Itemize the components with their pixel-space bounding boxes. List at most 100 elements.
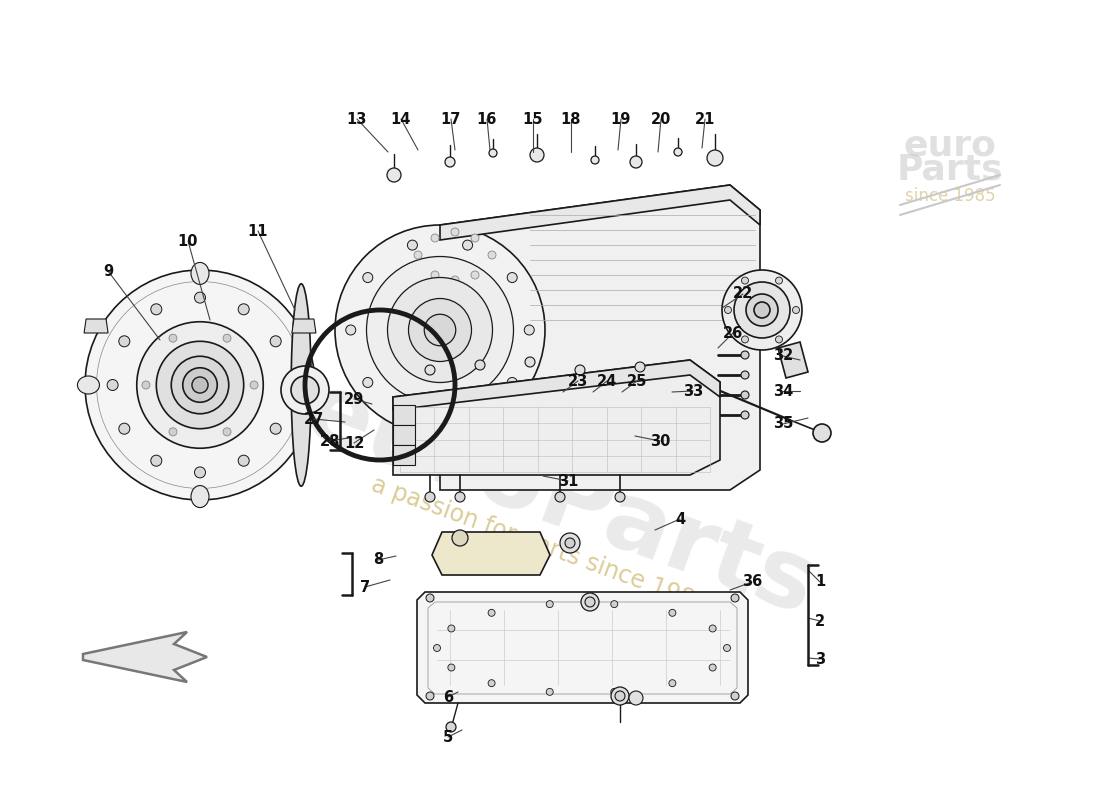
Circle shape	[363, 378, 373, 387]
Circle shape	[741, 371, 749, 379]
Text: 18: 18	[561, 111, 581, 126]
Circle shape	[448, 664, 455, 671]
Text: 4: 4	[675, 511, 685, 526]
Text: 9: 9	[103, 263, 113, 278]
Text: 11: 11	[248, 223, 268, 238]
Circle shape	[142, 381, 150, 389]
Text: 13: 13	[346, 111, 367, 126]
Circle shape	[741, 336, 748, 343]
Circle shape	[446, 722, 456, 732]
Text: 22: 22	[733, 286, 754, 302]
Circle shape	[732, 692, 739, 700]
Text: 7: 7	[360, 579, 370, 594]
Circle shape	[239, 455, 250, 466]
Text: 20: 20	[651, 111, 671, 126]
Circle shape	[792, 306, 800, 314]
Circle shape	[488, 251, 496, 259]
Text: 8: 8	[373, 553, 383, 567]
Text: 21: 21	[695, 111, 715, 126]
Circle shape	[156, 342, 244, 429]
Text: 32: 32	[773, 349, 793, 363]
Text: 23: 23	[568, 374, 588, 389]
Text: 16: 16	[476, 111, 497, 126]
Circle shape	[488, 610, 495, 616]
Circle shape	[336, 225, 544, 435]
Circle shape	[426, 594, 434, 602]
Circle shape	[635, 362, 645, 372]
Circle shape	[107, 379, 118, 390]
Polygon shape	[432, 532, 550, 575]
Text: 35: 35	[773, 417, 793, 431]
Circle shape	[433, 645, 440, 651]
Circle shape	[136, 322, 263, 448]
Circle shape	[585, 597, 595, 607]
Circle shape	[151, 455, 162, 466]
Ellipse shape	[191, 262, 209, 285]
Circle shape	[560, 533, 580, 553]
Circle shape	[813, 424, 830, 442]
Circle shape	[366, 257, 514, 403]
Circle shape	[85, 270, 315, 500]
Text: 28: 28	[320, 434, 340, 449]
Polygon shape	[778, 342, 808, 378]
Circle shape	[250, 381, 258, 389]
Circle shape	[610, 601, 618, 608]
Text: 1: 1	[815, 574, 825, 590]
Circle shape	[725, 306, 732, 314]
Circle shape	[741, 277, 748, 284]
Circle shape	[425, 365, 435, 375]
Circle shape	[463, 240, 473, 250]
Text: 33: 33	[683, 383, 703, 398]
Circle shape	[446, 157, 455, 167]
Circle shape	[195, 292, 206, 303]
Circle shape	[455, 492, 465, 502]
Ellipse shape	[292, 284, 311, 486]
Text: 24: 24	[597, 374, 617, 389]
Circle shape	[741, 351, 749, 359]
Circle shape	[169, 334, 177, 342]
Polygon shape	[84, 319, 108, 333]
Circle shape	[734, 282, 790, 338]
Ellipse shape	[77, 376, 99, 394]
Circle shape	[431, 234, 439, 242]
Circle shape	[425, 314, 455, 346]
Circle shape	[530, 148, 544, 162]
Circle shape	[271, 336, 282, 346]
Circle shape	[119, 336, 130, 347]
Circle shape	[223, 428, 231, 436]
Circle shape	[591, 156, 600, 164]
Circle shape	[183, 368, 218, 402]
Circle shape	[741, 411, 749, 419]
Polygon shape	[393, 445, 415, 465]
Circle shape	[363, 273, 373, 282]
Circle shape	[707, 150, 723, 166]
Text: 29: 29	[344, 391, 364, 406]
Polygon shape	[417, 592, 748, 703]
Text: Parts: Parts	[896, 153, 1003, 187]
Circle shape	[525, 357, 535, 367]
Circle shape	[581, 593, 600, 611]
Text: 30: 30	[650, 434, 670, 449]
Circle shape	[431, 271, 439, 279]
Circle shape	[407, 410, 417, 420]
Circle shape	[488, 680, 495, 686]
Circle shape	[610, 688, 618, 695]
Text: 2: 2	[815, 614, 825, 629]
Text: 19: 19	[610, 111, 631, 126]
Polygon shape	[440, 185, 760, 490]
Circle shape	[271, 423, 282, 434]
Text: 3: 3	[815, 651, 825, 666]
Circle shape	[615, 492, 625, 502]
Circle shape	[754, 302, 770, 318]
Text: 31: 31	[558, 474, 579, 489]
Circle shape	[732, 594, 739, 602]
Circle shape	[407, 240, 417, 250]
Circle shape	[448, 625, 455, 632]
Circle shape	[490, 149, 497, 157]
Circle shape	[451, 276, 459, 284]
Circle shape	[565, 538, 575, 548]
Text: 12: 12	[344, 435, 364, 450]
Ellipse shape	[191, 486, 209, 507]
Circle shape	[451, 228, 459, 236]
Circle shape	[169, 428, 177, 436]
